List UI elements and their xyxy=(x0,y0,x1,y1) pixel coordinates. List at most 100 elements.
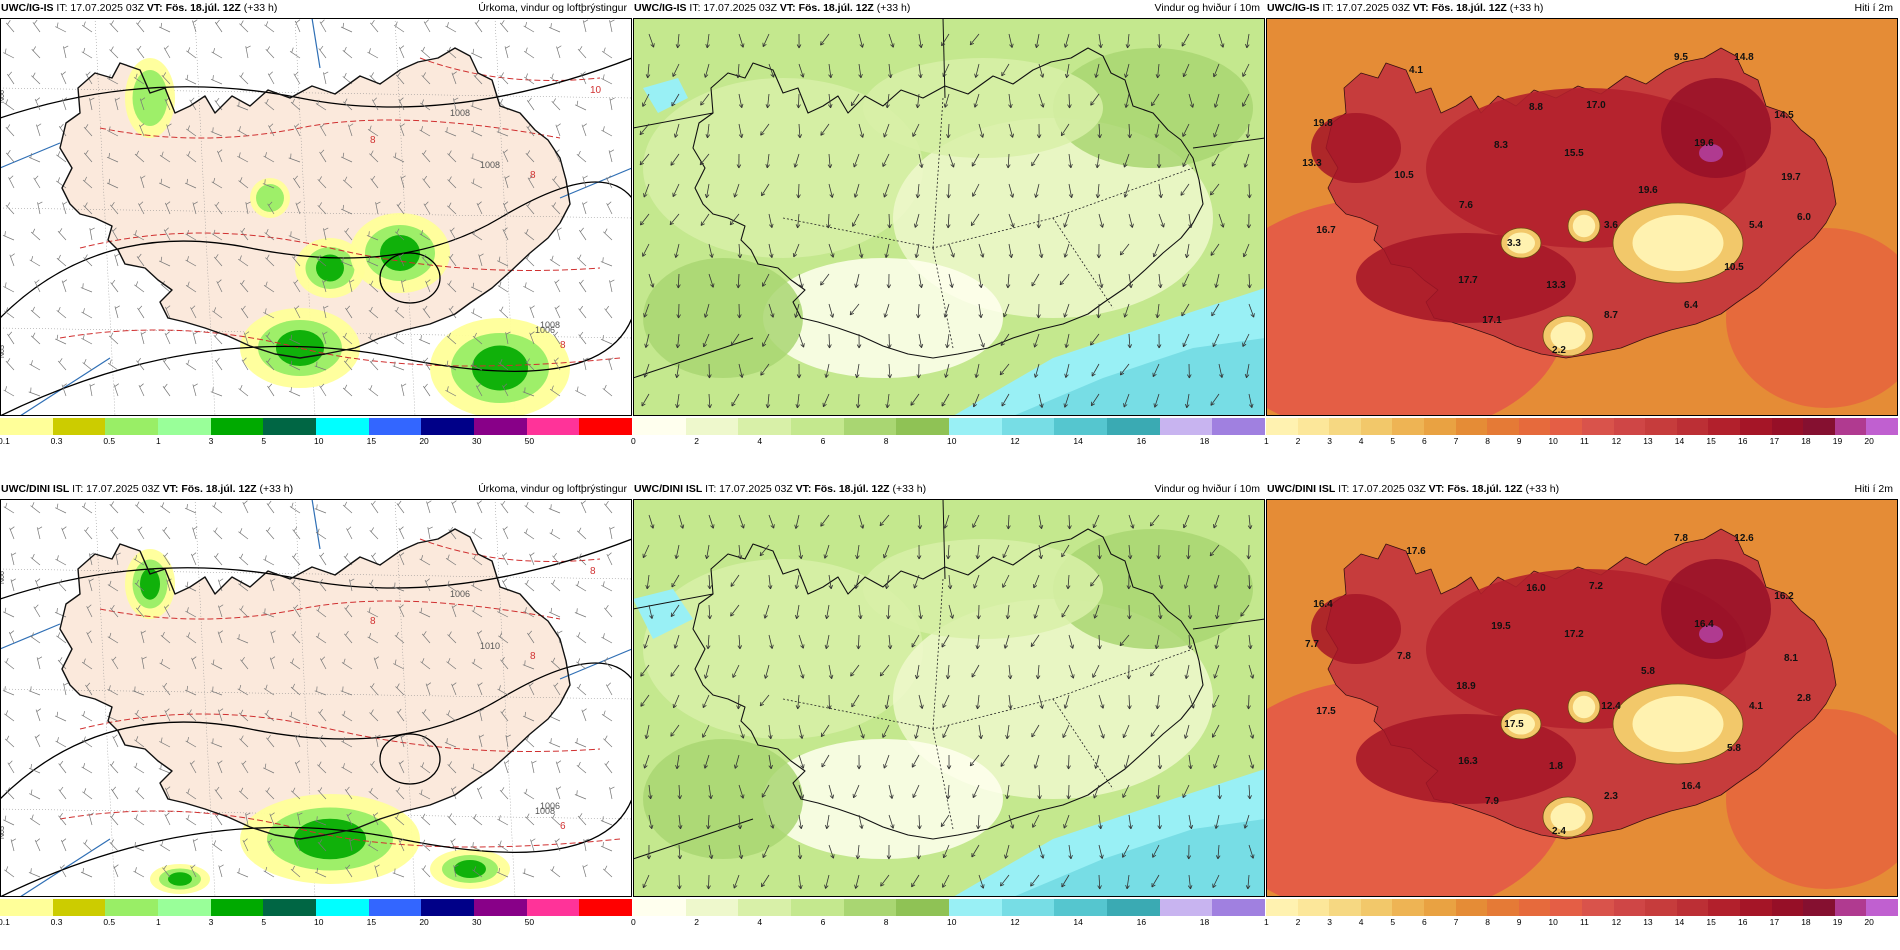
color-legend: 0 2 4 6 8 10 12 14 16 18 xyxy=(631,418,1266,448)
legend-swatch xyxy=(1771,899,1804,916)
isobar-label: 1008 xyxy=(540,320,560,330)
legend-tick-label: 18 xyxy=(1199,436,1210,446)
legend-swatch xyxy=(1297,418,1330,435)
init-time: IT: 17.07.2025 03Z xyxy=(686,2,780,14)
temperature-value-label: 13.3 xyxy=(1302,158,1322,169)
legend-tick-label: 3 xyxy=(208,917,214,927)
precip-area xyxy=(168,872,192,886)
map-canvas: 9.5 14.8 4.1 8.8 17.0 19.8 14.5 8.3 15.5 19.6 13.3… xyxy=(1266,18,1898,416)
model-name: UWC/IG-IS xyxy=(634,2,687,14)
temperature-value-label: 17.2 xyxy=(1564,629,1584,640)
legend-swatch xyxy=(1645,899,1677,916)
init-time: IT: 17.07.2025 03Z xyxy=(702,483,796,495)
temperature-value-label: 7.8 xyxy=(1674,533,1688,544)
valid-time: VT: Fös. 18.júl. 12Z xyxy=(779,2,874,14)
legend-tick-label: 30 xyxy=(472,436,482,446)
wind-speed-area xyxy=(1053,48,1253,168)
legend-swatch xyxy=(1834,418,1867,435)
region-boundaries xyxy=(782,97,1194,349)
legend-bar xyxy=(1266,899,1898,916)
map-frame xyxy=(1266,18,1898,416)
legend-tick-label: 15 xyxy=(1706,917,1716,927)
legend-swatch xyxy=(896,418,950,435)
map-frame xyxy=(633,18,1265,416)
legend-swatch xyxy=(1487,418,1519,435)
wind-speed-area xyxy=(763,739,1003,859)
legend-swatch xyxy=(685,418,739,435)
legend-tick-label: 2 xyxy=(1295,436,1301,446)
map-area xyxy=(633,18,1265,416)
legend-swatch xyxy=(1329,418,1361,435)
coastline xyxy=(59,528,571,840)
legend-tick-label: 8 xyxy=(883,436,889,446)
legend-tick-label: 9 xyxy=(1516,917,1522,927)
temperature-contour-label: 8 xyxy=(530,651,536,662)
legend-tick-label: 20 xyxy=(1864,436,1874,446)
legend-ticks: 0 2 4 6 8 10 12 14 16 18 xyxy=(631,436,1265,448)
precip-area xyxy=(256,184,284,212)
legend-tick-label: 5 xyxy=(261,436,267,446)
temperature-value-label: 2.3 xyxy=(1604,791,1618,802)
legend-tick-label: 16 xyxy=(1136,436,1147,446)
map-area: 1008 1006 1008 1008 8 8 8 10 N66 N65 xyxy=(0,18,632,416)
temperature-max-area xyxy=(1699,144,1723,162)
legend-tick-label: 10 xyxy=(1548,917,1558,927)
temperature-value-label: 5.8 xyxy=(1641,666,1655,677)
legend-tick-label: 1 xyxy=(156,436,161,446)
precip-area xyxy=(454,860,486,878)
legend-swatch xyxy=(1392,899,1424,916)
legend-swatch xyxy=(1266,899,1298,916)
map-frame xyxy=(1266,499,1898,897)
legend-swatch xyxy=(1803,418,1835,435)
temperature-contour-label: 8 xyxy=(590,566,596,577)
legend-tick-label: 0.3 xyxy=(50,917,63,927)
coastline xyxy=(59,47,571,359)
legend-swatch xyxy=(263,418,317,435)
map-canvas xyxy=(633,499,1265,897)
legend-tick-label: 12 xyxy=(1611,917,1622,927)
temperature-contour-label: 8 xyxy=(370,616,376,627)
legend-swatch xyxy=(896,899,950,916)
legend-swatch xyxy=(368,899,422,916)
legend-tick-label: 15 xyxy=(1706,436,1716,446)
temperature-area xyxy=(1661,559,1771,659)
glacier-area xyxy=(1632,696,1724,752)
legend-tick-label: 9 xyxy=(1516,436,1522,446)
legend-swatch xyxy=(1613,899,1646,916)
map-canvas: 7.8 12.6 17.6 16.0 7.2 16.4 16.2 19.5 17.2 16.4 7.… xyxy=(1266,499,1898,897)
init-time: IT: 17.07.2025 03Z xyxy=(1335,483,1429,495)
legend-swatch xyxy=(526,899,580,916)
legend-swatch xyxy=(1001,418,1055,435)
temperature-area xyxy=(1661,78,1771,178)
map-area: 1010 1008 1006 1006 8 8 6 8 N66 N65 xyxy=(0,499,632,897)
legend-swatch xyxy=(1054,418,1108,435)
coastline xyxy=(60,48,570,358)
legend-tick-label: 4 xyxy=(757,436,763,446)
color-legend: 0 2 4 6 8 10 12 14 16 18 xyxy=(631,899,1266,929)
legend-tick-label: 1 xyxy=(1264,917,1269,927)
init-time: IT: 17.07.2025 03Z xyxy=(1319,2,1413,14)
panel-header: UWC/DINI ISL IT: 17.07.2025 03Z VT: Fös.… xyxy=(633,481,1265,498)
temperature-value-label: 10.5 xyxy=(1724,262,1744,273)
panel-title: Hiti í 2m xyxy=(1854,2,1893,14)
legend-tick-label: 18 xyxy=(1199,917,1210,927)
coastline xyxy=(692,528,1204,840)
wind-arrows xyxy=(640,514,1255,890)
legend-tick-label: 11 xyxy=(1580,917,1589,927)
legend-tick-label: 20 xyxy=(419,917,429,927)
legend-swatch xyxy=(738,418,792,435)
lat-lon-grid xyxy=(0,499,632,897)
legend-tick-label: 50 xyxy=(524,436,535,446)
panel-header: UWC/DINI ISL IT: 17.07.2025 03Z VT: Fös.… xyxy=(0,481,632,498)
temperature-value-label: 13.3 xyxy=(1546,280,1566,291)
legend-tick-label: 13 xyxy=(1643,917,1653,927)
lead-time: (+33 h) xyxy=(889,483,927,495)
legend-tick-label: 5 xyxy=(261,917,267,927)
temperature-value-label: 7.2 xyxy=(1589,581,1603,592)
legend-tick-label: 5 xyxy=(1390,917,1396,927)
panel-header: UWC/DINI ISL IT: 17.07.2025 03Z VT: Fös.… xyxy=(1266,481,1898,498)
temperature-value-label: 17.5 xyxy=(1504,719,1524,730)
legend-swatch xyxy=(1001,899,1055,916)
legend-tick-label: 0.3 xyxy=(50,436,63,446)
temperature-value-label: 3.6 xyxy=(1604,220,1618,231)
